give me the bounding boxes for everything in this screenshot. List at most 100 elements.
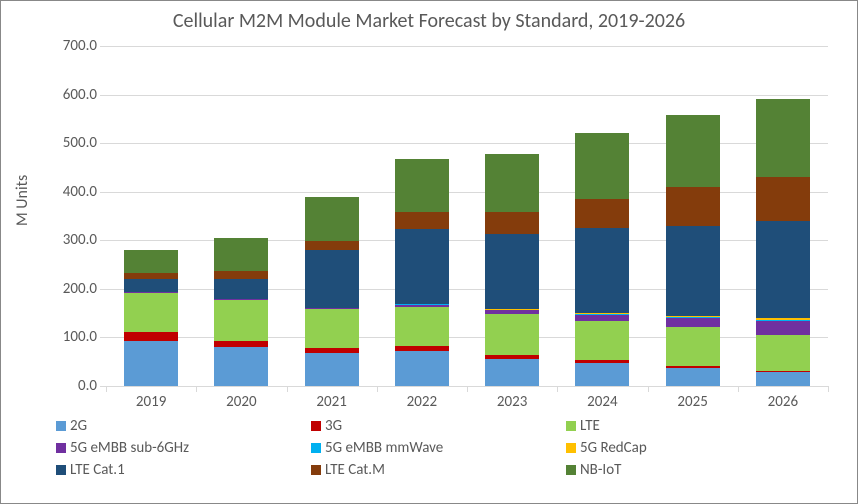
x-tick-label: 2021 [292, 393, 372, 411]
x-tick-label: 2020 [201, 393, 281, 411]
legend-label: LTE [580, 417, 600, 435]
bar-segment-LTE_CatM [575, 199, 629, 228]
legend-item-5G_eMBB_mmWave: 5G eMBB mmWave [311, 439, 566, 457]
y-tick-label: 100.0 [47, 328, 97, 346]
bar-segment-LTE [756, 335, 810, 371]
bar-segment-LTE_Cat1 [214, 279, 268, 299]
gridline [106, 95, 828, 96]
bar-segment-2G [756, 372, 810, 386]
x-tick-mark [287, 386, 288, 392]
legend-label: LTE Cat.M [325, 461, 385, 479]
legend-swatch [311, 421, 321, 431]
bar-segment-5G_eMBB_sub6 [666, 318, 720, 327]
bar-segment-LTE_Cat1 [666, 226, 720, 316]
bar-segment-LTE [666, 327, 720, 366]
x-tick-mark [377, 386, 378, 392]
bar-segment-LTE [395, 307, 449, 346]
legend-item-LTE_Cat1: LTE Cat.1 [56, 461, 311, 479]
bar-segment-LTE_Cat1 [124, 279, 178, 293]
bar-group [305, 197, 359, 386]
legend-label: 2G [70, 417, 87, 435]
y-tick-label: 700.0 [47, 37, 97, 55]
legend-swatch [311, 443, 321, 453]
bar-segment-NB_IoT [485, 154, 539, 212]
bar-segment-3G [124, 332, 178, 342]
legend-item-5G_eMBB_sub6: 5G eMBB sub-6GHz [56, 439, 311, 457]
x-tick-mark [557, 386, 558, 392]
bar-segment-2G [485, 359, 539, 386]
legend-item-LTE_CatM: LTE Cat.M [311, 461, 566, 479]
y-tick-label: 600.0 [47, 86, 97, 104]
x-tick-label: 2022 [382, 393, 462, 411]
bar-segment-LTE [124, 293, 178, 332]
gridline [106, 192, 828, 193]
y-tick-mark [100, 46, 106, 47]
bar-segment-LTE_CatM [305, 241, 359, 250]
legend-item-LTE: LTE [566, 417, 821, 435]
legend-label: 5G RedCap [580, 439, 647, 457]
bar-segment-5G_eMBB_sub6 [756, 321, 810, 335]
bar-segment-LTE_CatM [756, 177, 810, 221]
legend-label: NB-IoT [580, 461, 621, 479]
bar-segment-LTE_Cat1 [395, 229, 449, 304]
bar-segment-2G [124, 341, 178, 386]
y-tick-label: 200.0 [47, 280, 97, 298]
bar-segment-LTE_Cat1 [305, 250, 359, 308]
chart-title: Cellular M2M Module Market Forecast by S… [1, 9, 857, 33]
bar-segment-LTE [305, 309, 359, 348]
legend-item-5G_RedCap: 5G RedCap [566, 439, 821, 457]
x-tick-label: 2019 [111, 393, 191, 411]
legend-item-3G: 3G [311, 417, 566, 435]
y-tick-mark [100, 143, 106, 144]
x-tick-label: 2024 [562, 393, 642, 411]
plot-area [106, 46, 828, 387]
y-tick-mark [100, 289, 106, 290]
bar-segment-NB_IoT [756, 99, 810, 177]
bar-segment-NB_IoT [305, 197, 359, 241]
bar-group [756, 99, 810, 386]
gridline [106, 143, 828, 144]
bar-group [395, 159, 449, 386]
x-tick-label: 2026 [743, 393, 823, 411]
bar-segment-2G [575, 363, 629, 386]
legend-label: 5G eMBB mmWave [325, 439, 443, 457]
legend-swatch [311, 465, 321, 475]
y-tick-mark [100, 192, 106, 193]
bar-group [575, 133, 629, 386]
y-tick-label: 400.0 [47, 183, 97, 201]
bar-segment-LTE [485, 314, 539, 355]
bar-group [666, 115, 720, 386]
x-tick-label: 2023 [472, 393, 552, 411]
chart-container: Cellular M2M Module Market Forecast by S… [0, 0, 858, 504]
legend-swatch [56, 421, 66, 431]
bar-segment-LTE_CatM [485, 212, 539, 234]
legend-label: 3G [325, 417, 342, 435]
y-tick-mark [100, 337, 106, 338]
legend-swatch [566, 443, 576, 453]
bar-segment-NB_IoT [395, 159, 449, 212]
bar-segment-NB_IoT [124, 250, 178, 273]
y-tick-label: 300.0 [47, 231, 97, 249]
bar-segment-2G [305, 353, 359, 386]
x-tick-mark [106, 386, 107, 392]
bar-segment-LTE_Cat1 [575, 228, 629, 313]
bar-segment-NB_IoT [575, 133, 629, 199]
bar-segment-2G [395, 351, 449, 386]
x-tick-mark [738, 386, 739, 392]
bar-segment-LTE_Cat1 [756, 221, 810, 318]
legend-item-NB_IoT: NB-IoT [566, 461, 821, 479]
legend-label: LTE Cat.1 [70, 461, 125, 479]
bar-segment-5G_eMBB_sub6 [575, 315, 629, 322]
legend-item-2G: 2G [56, 417, 311, 435]
x-tick-mark [648, 386, 649, 392]
bar-segment-LTE_CatM [395, 212, 449, 229]
bar-group [485, 154, 539, 386]
legend-swatch [566, 465, 576, 475]
x-tick-mark [828, 386, 829, 392]
bar-segment-2G [666, 368, 720, 386]
x-tick-label: 2025 [653, 393, 733, 411]
y-tick-label: 500.0 [47, 134, 97, 152]
bar-segment-NB_IoT [666, 115, 720, 187]
legend: 2G 3G LTE 5G eMBB sub-6GHz 5G eMBB mmWave 5G … [56, 417, 826, 483]
legend-swatch [56, 443, 66, 453]
